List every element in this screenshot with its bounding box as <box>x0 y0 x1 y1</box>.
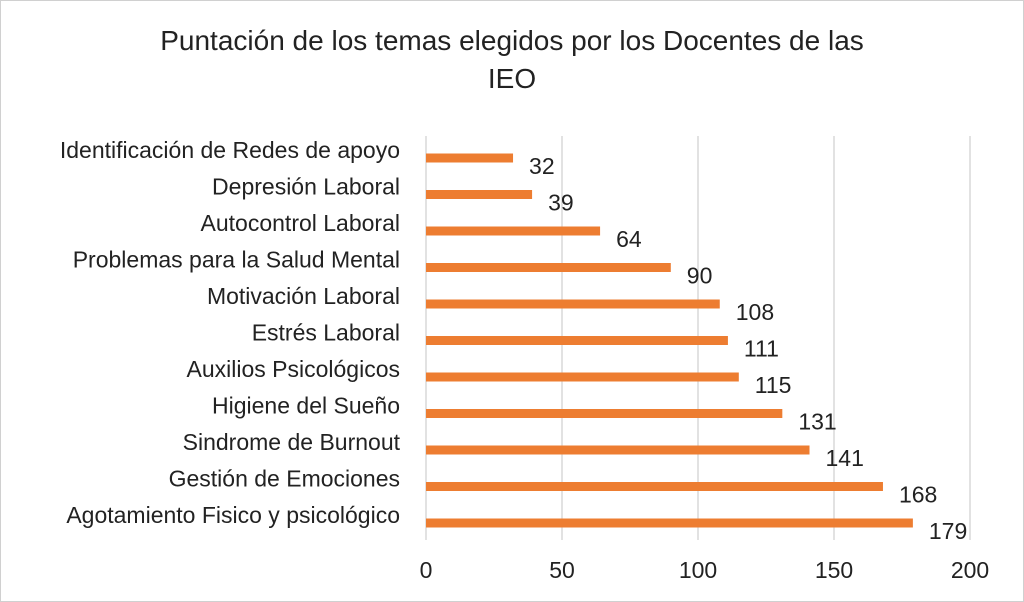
category-labels: Identificación de Redes de apoyo Depresió… <box>60 137 401 528</box>
bar <box>426 518 913 528</box>
chart-title: Puntación de los temas elegidos por los … <box>0 22 1024 98</box>
bars <box>426 153 913 528</box>
data-label: 115 <box>755 372 792 398</box>
bar <box>426 445 810 455</box>
data-label: 64 <box>616 226 642 252</box>
category-label: Problemas para la Salud Mental <box>73 247 400 273</box>
category-label: Depresión Laboral <box>212 174 400 200</box>
category-label: Estrés Laboral <box>252 320 400 346</box>
bar <box>426 372 739 382</box>
data-label: 39 <box>548 190 574 216</box>
bar <box>426 482 883 491</box>
category-label: Sindrome de Burnout <box>183 429 401 455</box>
bar <box>426 190 533 199</box>
bar <box>426 153 514 163</box>
bar <box>426 263 671 272</box>
data-label: 168 <box>899 482 937 508</box>
data-label: 90 <box>687 263 713 289</box>
category-label: Identificación de Redes de apoyo <box>60 137 400 163</box>
x-tick-label: 100 <box>679 557 717 583</box>
data-label: 108 <box>736 299 774 325</box>
category-label: Higiene del Sueño <box>212 393 400 419</box>
data-label: 131 <box>798 409 836 435</box>
bar <box>426 409 783 418</box>
category-label: Autocontrol Laboral <box>201 210 400 236</box>
data-label: 111 <box>744 336 779 362</box>
chart-title-line-2: IEO <box>487 63 537 94</box>
bar <box>426 299 720 309</box>
x-tick-label: 0 <box>420 557 433 583</box>
category-label: Auxilios Psicológicos <box>187 356 400 382</box>
bar <box>426 226 601 236</box>
category-label: Agotamiento Fisico y psicológico <box>66 502 400 528</box>
data-label: 141 <box>826 445 864 471</box>
data-label: 32 <box>529 153 555 179</box>
bar <box>426 336 728 345</box>
data-label: 179 <box>929 518 967 544</box>
x-tick-label: 150 <box>815 557 853 583</box>
category-label: Gestión de Emociones <box>169 466 400 492</box>
x-axis-ticks: 0 50 100 150 200 <box>420 557 990 583</box>
category-label: Motivación Laboral <box>207 283 400 309</box>
x-tick-label: 50 <box>549 557 575 583</box>
x-tick-label: 200 <box>951 557 989 583</box>
chart-title-line-1: Puntación de los temas elegidos por los … <box>160 25 864 56</box>
